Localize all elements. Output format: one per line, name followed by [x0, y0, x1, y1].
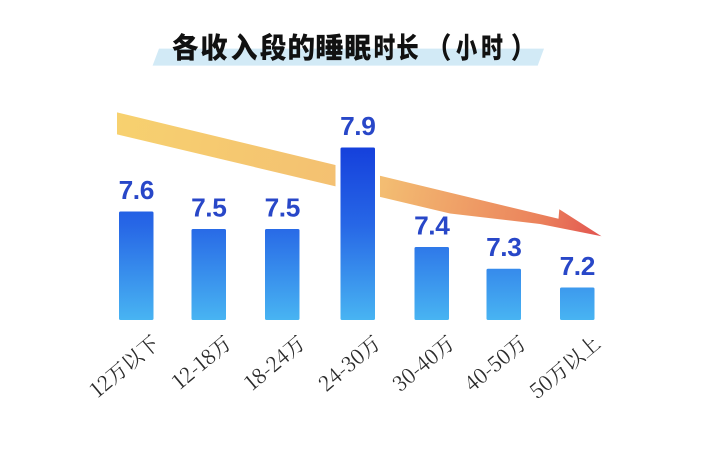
- svg-text:7.3: 7.3: [486, 232, 521, 262]
- svg-text:7.6: 7.6: [119, 175, 154, 205]
- svg-text:7.4: 7.4: [414, 211, 450, 241]
- svg-text:7.5: 7.5: [265, 193, 300, 223]
- svg-text:7.9: 7.9: [340, 111, 375, 141]
- svg-text:7.2: 7.2: [560, 251, 595, 281]
- svg-text:7.5: 7.5: [191, 193, 226, 223]
